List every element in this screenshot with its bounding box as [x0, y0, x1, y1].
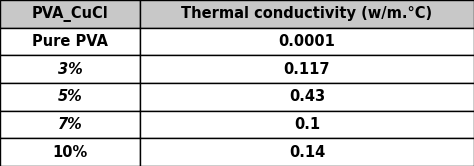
Text: 7%: 7% [57, 117, 82, 132]
Text: 10%: 10% [52, 145, 88, 160]
Bar [0, 55, 140, 83]
Bar [0, 111, 140, 138]
Bar [140, 83, 474, 111]
Text: Pure PVA: Pure PVA [32, 34, 108, 49]
Bar [0, 28, 140, 55]
Text: 0.117: 0.117 [283, 62, 330, 77]
Text: 0.1: 0.1 [294, 117, 320, 132]
Bar [140, 0, 474, 28]
Bar [0, 0, 140, 28]
Text: 0.43: 0.43 [289, 89, 325, 104]
Text: 5%: 5% [57, 89, 82, 104]
Bar [140, 55, 474, 83]
Text: PVA_CuCl: PVA_CuCl [32, 6, 108, 22]
Bar [140, 138, 474, 166]
Bar [0, 83, 140, 111]
Text: 3%: 3% [57, 62, 82, 77]
Text: 0.0001: 0.0001 [279, 34, 335, 49]
Bar [0, 138, 140, 166]
Bar [140, 111, 474, 138]
Text: Thermal conductivity (w/m.°C): Thermal conductivity (w/m.°C) [182, 6, 432, 21]
Bar [140, 28, 474, 55]
Text: 0.14: 0.14 [289, 145, 325, 160]
